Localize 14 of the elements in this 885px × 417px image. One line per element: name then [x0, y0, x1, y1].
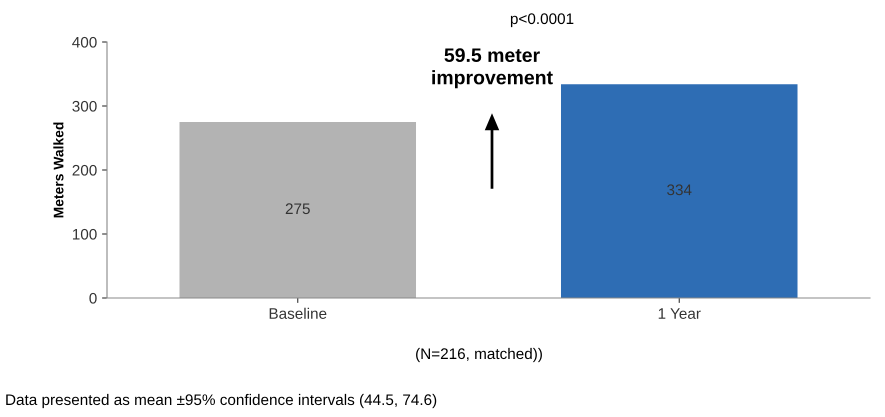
y-tick-label: 100 [72, 228, 97, 240]
y-tick-label: 300 [72, 100, 97, 112]
x-tick-label: 1 Year [658, 308, 701, 319]
y-tick-label: 400 [72, 36, 97, 48]
data-label: 275 [286, 203, 310, 214]
text: (N=216, matched)) [416, 348, 542, 362]
y-axis-title: Meters Walked [53, 122, 64, 218]
text: Data presented as mean ±95% confidence intervals (44.5, 74.6) [6, 394, 436, 408]
y-tick-label: 200 [72, 164, 97, 176]
data-label: 334 [667, 184, 692, 196]
text: p<0.0001 [510, 13, 574, 28]
annotation: 59.5 meter improvement [432, 48, 553, 88]
x-tick-label: Baseline [270, 308, 326, 319]
y-tick-label: 0 [89, 292, 97, 304]
